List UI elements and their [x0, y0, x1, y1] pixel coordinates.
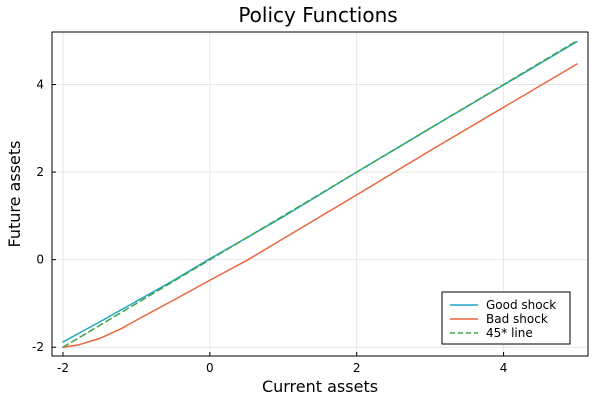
legend-label-1: Bad shock: [486, 312, 548, 326]
chart-title: Policy Functions: [238, 3, 397, 27]
series-layer: [62, 40, 578, 348]
x-tick-label-3: 4: [500, 361, 508, 375]
y-tick-label-3: 4: [36, 78, 44, 92]
x-tick-label-2: 2: [353, 361, 361, 375]
y-tick-label-2: 2: [36, 165, 44, 179]
y-axis-label: Future assets: [5, 141, 24, 248]
y-tick-label-0: -2: [32, 340, 44, 354]
legend-label-2: 45* line: [486, 326, 533, 340]
x-axis-label: Current assets: [262, 377, 378, 396]
series-line-45-line: [62, 40, 578, 348]
legend-box: [441, 291, 571, 345]
series-line-bad-shock: [62, 63, 578, 348]
y-tick-label-1: 0: [36, 253, 44, 267]
x-tick-label-1: 0: [206, 361, 214, 375]
legend-label-0: Good shock: [486, 298, 556, 312]
grid-layer: [52, 32, 588, 356]
x-tick-label-0: -2: [57, 361, 69, 375]
plot-frame: [51, 31, 589, 357]
tick-layer: -2 0 2 4 -2 0 2 4: [32, 78, 507, 375]
